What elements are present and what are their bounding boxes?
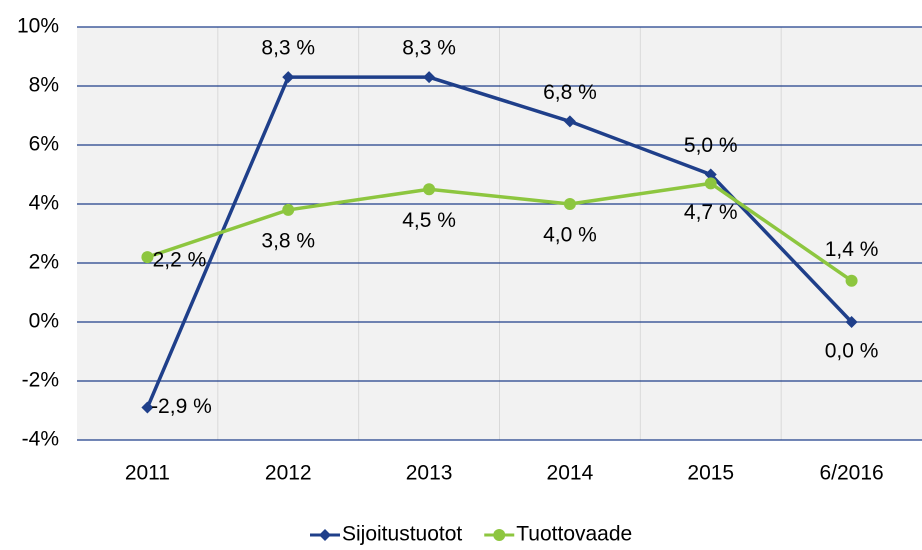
marker (141, 251, 154, 264)
x-tick-label: 2013 (406, 462, 453, 485)
x-tick-label: 6/2016 (819, 462, 883, 485)
legend-marker (319, 529, 331, 541)
x-tick-label: 2014 (547, 462, 594, 485)
data-label: 8,3 % (402, 37, 456, 60)
data-label: -2,9 % (151, 395, 212, 418)
data-label: 4,5 % (402, 209, 456, 232)
x-tick-label: 2015 (687, 462, 734, 485)
y-tick-label: -2% (22, 369, 59, 392)
y-tick-label: 4% (29, 192, 59, 215)
marker (563, 115, 576, 128)
x-tick-label: 2012 (265, 462, 312, 485)
marker (282, 71, 295, 84)
legend-marker (493, 529, 506, 541)
y-tick-label: 8% (29, 74, 59, 97)
marker (704, 177, 717, 190)
data-label: 3,8 % (261, 229, 315, 252)
marker (845, 316, 858, 328)
data-label: 0,0 % (825, 340, 879, 363)
marker (563, 198, 576, 210)
data-label: 1,4 % (825, 238, 879, 261)
marker (845, 274, 858, 287)
y-tick-label: -4% (22, 428, 59, 451)
y-tick-label: 10% (17, 15, 59, 38)
data-label: 5,0 % (684, 134, 738, 157)
legend-label: Sijoitustuotot (342, 523, 462, 546)
legend-label: Tuottovaade (516, 523, 632, 546)
y-tick-label: 6% (29, 133, 59, 156)
marker (141, 401, 154, 414)
data-label: 8,3 % (261, 37, 315, 60)
data-label: 2,2 % (153, 249, 207, 272)
marker (704, 168, 717, 181)
data-label: 6,8 % (543, 81, 597, 104)
data-label: 4,0 % (543, 224, 597, 247)
marker (423, 183, 436, 196)
data-label: 4,7 % (684, 201, 738, 224)
marker (423, 71, 436, 84)
y-tick-label: 2% (29, 251, 59, 274)
marker (282, 203, 295, 216)
y-tick-label: 0% (29, 310, 59, 333)
x-tick-label: 2011 (125, 462, 170, 485)
series-line (146, 181, 853, 283)
